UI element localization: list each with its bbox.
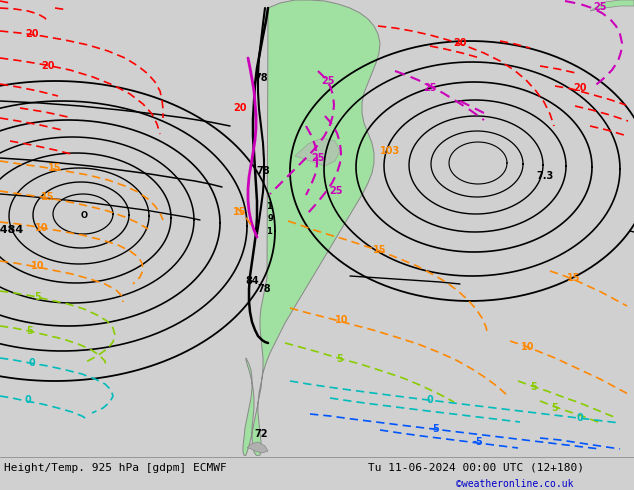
Text: -5: -5: [430, 424, 441, 434]
Text: 20: 20: [573, 83, 586, 93]
Text: 10: 10: [521, 342, 534, 352]
Text: 0: 0: [25, 395, 31, 405]
Text: 1: 1: [266, 226, 272, 236]
Text: 5: 5: [531, 382, 538, 392]
Text: 15: 15: [48, 163, 61, 173]
Text: 0: 0: [577, 413, 583, 423]
Text: 9: 9: [267, 214, 273, 222]
Text: 5: 5: [35, 292, 41, 302]
Text: 15: 15: [41, 192, 55, 202]
Text: 10: 10: [335, 315, 349, 325]
Text: 103: 103: [380, 146, 400, 156]
Polygon shape: [590, 0, 634, 11]
Text: 5: 5: [27, 326, 34, 336]
Text: 25: 25: [329, 186, 343, 196]
Text: 15: 15: [373, 245, 387, 255]
Text: 20: 20: [25, 29, 39, 39]
Text: 10: 10: [31, 261, 45, 271]
Text: 84: 84: [245, 276, 259, 286]
Text: 0: 0: [427, 395, 434, 405]
Text: Height/Temp. 925 hPa [gdpm] ECMWF: Height/Temp. 925 hPa [gdpm] ECMWF: [4, 463, 227, 473]
Polygon shape: [243, 0, 380, 456]
Text: 15: 15: [233, 207, 247, 217]
Text: 25: 25: [311, 153, 325, 163]
Text: 5: 5: [337, 354, 344, 364]
Text: 25: 25: [593, 2, 607, 12]
Text: 25: 25: [424, 83, 437, 93]
Text: 7.3: 7.3: [536, 171, 553, 181]
Text: 15: 15: [567, 273, 581, 283]
Text: 1: 1: [266, 201, 272, 211]
Text: 5: 5: [552, 403, 559, 413]
Text: 25: 25: [321, 76, 335, 86]
Text: 78: 78: [254, 73, 268, 83]
Text: 72: 72: [254, 429, 268, 439]
Text: Tu 11-06-2024 00:00 UTC (12+180): Tu 11-06-2024 00:00 UTC (12+180): [368, 463, 584, 473]
Polygon shape: [247, 442, 268, 453]
Text: 10: 10: [36, 223, 49, 233]
Text: ©weatheronline.co.uk: ©weatheronline.co.uk: [456, 479, 574, 489]
Text: 20: 20: [41, 61, 55, 71]
Text: 78: 78: [256, 166, 270, 176]
Polygon shape: [295, 138, 340, 166]
Text: 8484: 8484: [0, 225, 23, 235]
Text: 0: 0: [29, 358, 36, 368]
Text: 20: 20: [233, 103, 247, 113]
Text: -5: -5: [472, 437, 483, 447]
Text: O: O: [81, 211, 87, 220]
Text: 78: 78: [257, 284, 271, 294]
Text: 20: 20: [453, 38, 467, 48]
